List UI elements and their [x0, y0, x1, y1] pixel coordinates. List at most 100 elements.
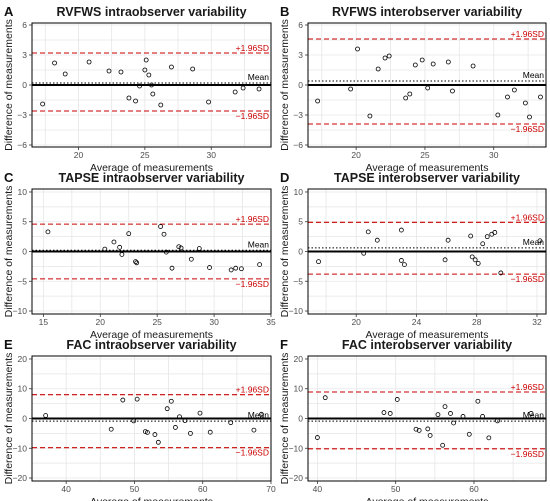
- panel-letter: D: [280, 170, 289, 185]
- data-point: [43, 413, 49, 418]
- data-point: [367, 113, 373, 119]
- data-point: [470, 63, 476, 69]
- gridlines: [31, 356, 272, 481]
- lower-limit-label: −1.96SD: [236, 448, 269, 458]
- data-point: [498, 270, 504, 276]
- y-tick-label: 0: [22, 80, 27, 90]
- x-tick-label: 32: [532, 317, 542, 327]
- x-axis-label: Average of measurements: [366, 496, 489, 501]
- x-tick-label: 25: [140, 150, 150, 160]
- y-tick-label: −10: [13, 306, 28, 316]
- x-axis-label: Average of measurements: [366, 162, 489, 174]
- y-tick-label: 5: [22, 217, 27, 227]
- y-axis-label: Difference of measurements: [279, 19, 291, 151]
- data-point: [143, 57, 149, 63]
- x-tick-label: 60: [198, 484, 208, 494]
- data-point: [196, 246, 202, 251]
- data-point: [538, 94, 543, 100]
- data-point: [522, 100, 528, 106]
- data-point: [537, 238, 543, 244]
- y-tick-label: 5: [298, 217, 303, 227]
- data-point: [322, 395, 328, 401]
- data-point: [442, 404, 448, 409]
- mean-label: Mean: [248, 410, 270, 420]
- x-tick-label: 30: [209, 317, 219, 327]
- y-axis-label: Difference of measurements: [3, 186, 15, 318]
- x-axis-label: Average of measurements: [90, 496, 213, 501]
- y-axis-label: Difference of measurements: [3, 353, 15, 485]
- x-tick-label: 20: [351, 150, 361, 160]
- data-point: [108, 426, 114, 432]
- data-point: [398, 258, 404, 263]
- panel-letter: B: [280, 4, 289, 19]
- data-point: [149, 82, 154, 88]
- data-point: [480, 414, 485, 419]
- data-point: [62, 71, 68, 77]
- data-point: [315, 98, 321, 104]
- y-tick-label: −10: [289, 443, 304, 453]
- upper-limit-label: +1.96SD: [511, 382, 544, 392]
- data-points: [45, 224, 263, 273]
- data-point: [505, 94, 510, 100]
- x-axis-label: Average of measurements: [366, 329, 489, 341]
- y-tick-label: 6: [22, 20, 27, 30]
- data-point: [146, 72, 152, 78]
- panel-title: TAPSE intraobserver variability: [59, 171, 245, 185]
- data-point: [314, 435, 320, 440]
- data-point: [240, 85, 246, 91]
- data-points: [315, 46, 543, 120]
- data-point: [528, 411, 534, 416]
- data-point: [413, 426, 419, 432]
- panel-f: F FAC interobserver variability +1.96SD −1.…: [279, 337, 547, 501]
- data-point: [387, 411, 393, 416]
- panel-letter: F: [280, 337, 288, 352]
- data-point: [386, 53, 392, 59]
- x-tick-label: 50: [391, 484, 401, 494]
- data-point: [172, 425, 178, 430]
- data-point: [126, 231, 132, 237]
- y-tick-label: 20: [294, 354, 304, 364]
- mean-label: Mean: [523, 237, 545, 247]
- lower-limit-label: −1.96SD: [511, 274, 544, 284]
- panel-title: FAC interobserver variability: [342, 338, 512, 352]
- upper-limit-label: +1.96SD: [236, 43, 269, 53]
- x-tick-label: 50: [130, 484, 140, 494]
- data-point: [117, 244, 123, 250]
- y-tick-label: −5: [17, 276, 27, 286]
- x-tick-label: 20: [96, 317, 106, 327]
- data-point: [448, 411, 453, 416]
- x-tick-label: 25: [420, 150, 430, 160]
- data-point: [188, 430, 193, 436]
- data-point: [259, 411, 264, 417]
- x-tick-label: 30: [489, 150, 499, 160]
- data-point: [468, 233, 474, 239]
- panel-a: A RVFWS intraobserver variability +1.96SD −…: [3, 4, 272, 174]
- data-point: [106, 68, 112, 74]
- data-point: [451, 420, 457, 426]
- data-point: [412, 62, 418, 68]
- data-point: [486, 435, 492, 441]
- data-point: [131, 418, 137, 424]
- data-point: [118, 69, 124, 75]
- data-point: [45, 229, 51, 235]
- panel-title: RVFWS interobserver variability: [332, 5, 522, 19]
- data-point: [207, 265, 212, 270]
- x-tick-label: 20: [74, 150, 84, 160]
- data-point: [445, 237, 451, 243]
- panel-b: B RVFWS interobserver variability +1.96SD −…: [279, 4, 547, 174]
- data-point: [126, 95, 132, 101]
- x-tick-label: 15: [39, 317, 49, 327]
- data-point: [492, 230, 498, 235]
- data-point: [134, 260, 140, 266]
- upper-limit-label: +1.96SD: [236, 214, 269, 224]
- data-point: [169, 64, 174, 70]
- y-tick-label: −10: [13, 443, 28, 453]
- data-point: [403, 95, 409, 101]
- lower-limit-label: −1.96SD: [236, 111, 269, 121]
- y-axis-label: Difference of measurements: [279, 353, 291, 485]
- data-point: [133, 98, 138, 104]
- mean-label: Mean: [248, 72, 270, 82]
- y-tick-label: −10: [289, 306, 304, 316]
- data-point: [150, 91, 156, 97]
